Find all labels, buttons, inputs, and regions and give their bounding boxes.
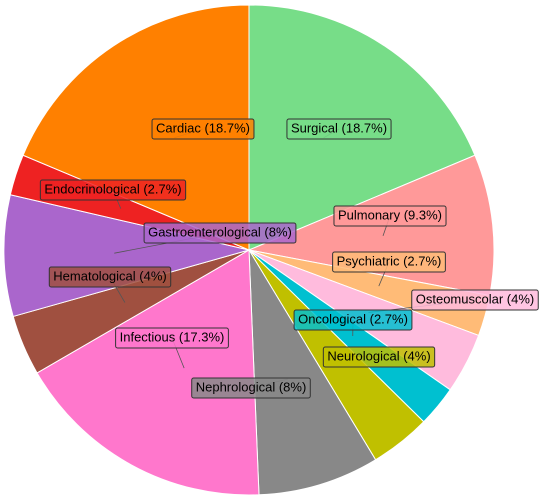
data-label: Hematological (4%) — [48, 266, 172, 288]
label-box — [39, 179, 187, 201]
data-label: Pulmonary (9.3%) — [333, 205, 447, 227]
data-label: Cardiac (18.7%) — [151, 118, 255, 140]
data-label: Psychiatric (2.7%) — [332, 251, 446, 273]
data-label: Oncological (2.7%) — [293, 309, 413, 331]
label-text: Surgical (18.7%) — [291, 120, 387, 135]
label-text: Neurological (4%) — [327, 348, 430, 363]
label-box — [115, 327, 229, 349]
data-label: Endocrinological (2.7%) — [39, 179, 187, 201]
pie-slice — [248, 249, 377, 496]
label-text: Psychiatric (2.7%) — [337, 253, 442, 268]
label-text: Endocrinological (2.7%) — [44, 181, 181, 196]
label-box — [332, 251, 446, 273]
label-box — [151, 118, 255, 140]
label-text: Gastroenterological (8%) — [148, 224, 292, 239]
label-box — [293, 309, 413, 331]
label-box — [333, 205, 447, 227]
data-label: Neurological (4%) — [322, 346, 436, 368]
pie-slice — [36, 249, 260, 496]
pie-slice — [22, 4, 250, 251]
label-text: Osteomuscolar (4%) — [416, 291, 534, 306]
data-label: Gastroenterological (8%) — [143, 222, 297, 244]
label-box — [48, 266, 172, 288]
label-text: Pulmonary (9.3%) — [338, 207, 442, 222]
data-label: Infectious (17.3%) — [115, 327, 229, 349]
label-box — [411, 289, 539, 311]
data-label: Osteomuscolar (4%) — [411, 289, 539, 311]
label-box — [191, 377, 311, 399]
label-text: Nephrological (8%) — [196, 379, 307, 394]
label-text: Oncological (2.7%) — [298, 311, 408, 326]
data-label: Nephrological (8%) — [191, 377, 311, 399]
data-label: Surgical (18.7%) — [286, 118, 392, 140]
label-text: Cardiac (18.7%) — [156, 120, 250, 135]
label-box — [322, 346, 436, 368]
label-box — [286, 118, 392, 140]
label-text: Infectious (17.3%) — [120, 329, 225, 344]
label-box — [143, 222, 297, 244]
label-text: Hematological (4%) — [53, 268, 166, 283]
